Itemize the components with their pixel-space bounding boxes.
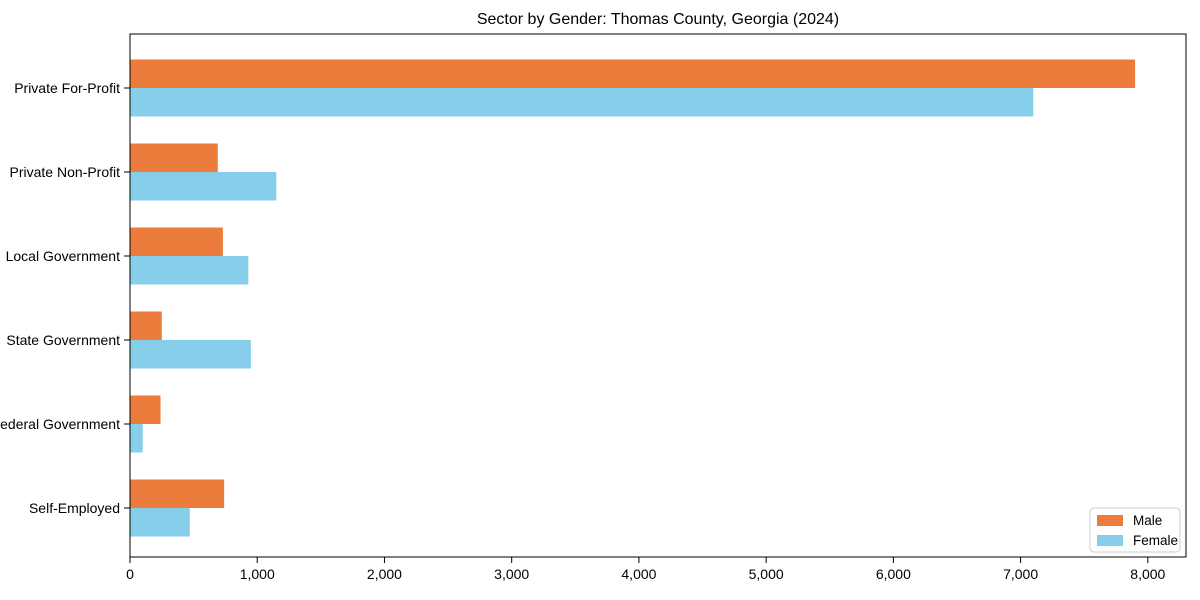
bar-female-local-government bbox=[130, 256, 249, 285]
bar-female-federal-government bbox=[130, 424, 143, 453]
bar-male-private-non-profit bbox=[130, 143, 218, 172]
chart-title: Sector by Gender: Thomas County, Georgia… bbox=[476, 11, 840, 28]
bar-male-state-government bbox=[130, 311, 162, 340]
bar-male-local-government bbox=[130, 227, 223, 256]
y-tick-label-state-government: State Government bbox=[6, 332, 120, 348]
x-tick-label: 7,000 bbox=[1003, 566, 1038, 582]
y-tick-label-self-employed: Self-Employed bbox=[29, 500, 120, 516]
legend-label-female: Female bbox=[1133, 533, 1178, 548]
bar-female-private-non-profit bbox=[130, 172, 277, 201]
bar-female-self-employed bbox=[130, 508, 190, 537]
bar-male-private-for-profit bbox=[130, 59, 1136, 88]
x-tick-label: 4,000 bbox=[621, 566, 656, 582]
x-tick-label: 1,000 bbox=[240, 566, 275, 582]
legend-swatch-male bbox=[1097, 515, 1123, 526]
bar-female-private-for-profit bbox=[130, 88, 1034, 117]
bar-female-state-government bbox=[130, 340, 251, 369]
x-tick-label: 6,000 bbox=[876, 566, 911, 582]
bar-male-self-employed bbox=[130, 479, 225, 508]
legend-swatch-female bbox=[1097, 535, 1123, 546]
x-tick-label: 0 bbox=[126, 566, 134, 582]
y-tick-label-private-non-profit: Private Non-Profit bbox=[10, 164, 121, 180]
x-tick-label: 3,000 bbox=[494, 566, 529, 582]
y-tick-label-local-government: Local Government bbox=[6, 248, 121, 264]
y-tick-label-private-for-profit: Private For-Profit bbox=[14, 80, 120, 96]
legend-label-male: Male bbox=[1133, 513, 1162, 528]
x-tick-label: 8,000 bbox=[1130, 566, 1165, 582]
y-tick-label-federal-government: Federal Government bbox=[0, 416, 120, 432]
bar-male-federal-government bbox=[130, 395, 161, 424]
plot-border bbox=[129, 33, 1187, 558]
x-tick-label: 2,000 bbox=[367, 566, 402, 582]
x-tick-label: 5,000 bbox=[749, 566, 784, 582]
